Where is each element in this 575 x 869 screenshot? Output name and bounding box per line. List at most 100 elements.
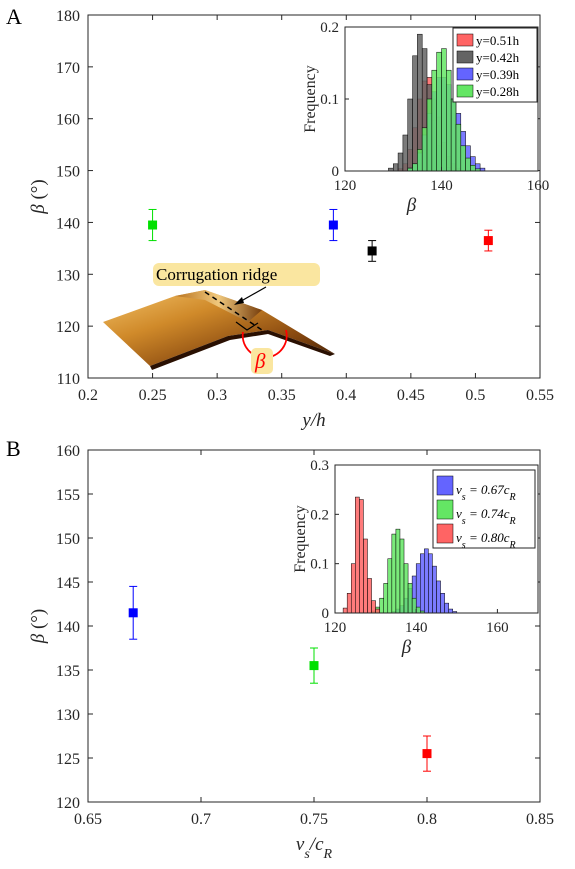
- a-legend-label: y=0.51h: [476, 33, 520, 48]
- corrugation-surface-image: [103, 290, 335, 370]
- corrugation-ridge-annotation: Corrugation ridge: [153, 263, 320, 305]
- a-x-tick-label: 0.2: [78, 387, 98, 404]
- a-hist-bar: [470, 164, 476, 172]
- a-inset-y-tick-label: 0.1: [320, 92, 339, 108]
- b-hist-bar: [403, 563, 409, 614]
- b-hist-bar: [350, 563, 356, 614]
- b-hist-bar: [420, 553, 425, 614]
- panel-a: A 0.2 0.25 0.3 0.35 0.4 0.45 0.5 0.55 110 120 130 1…: [6, 4, 554, 431]
- b-hist-bar: [346, 593, 352, 614]
- a-hist-bar: [450, 98, 457, 172]
- a-hist-bar: [455, 123, 462, 172]
- b-hist-bar: [436, 580, 441, 614]
- b-x-axis-label: vs/cR: [296, 834, 333, 862]
- a-y-tick-label: 180: [56, 8, 80, 25]
- a-y-tick-label: 160: [56, 112, 80, 129]
- b-x-tick-label: 0.7: [191, 811, 211, 828]
- b-y-tick-label: 135: [56, 663, 80, 680]
- b-hist-bar: [375, 608, 380, 614]
- b-x-tick-label: 0.65: [74, 811, 102, 828]
- a-hist-bar: [441, 48, 447, 172]
- b-hist-bar: [391, 533, 397, 614]
- a-legend-swatch: [456, 33, 474, 47]
- b-legend-swatch: [436, 475, 454, 496]
- a-legend-label: y=0.28h: [476, 84, 520, 99]
- a-legend-swatch: [456, 50, 474, 64]
- b-hist-bar: [363, 538, 368, 614]
- panel-label-b: B: [6, 436, 21, 461]
- a-hist-bar: [426, 98, 433, 172]
- b-hist-bar: [428, 553, 433, 614]
- a-x-tick-label: 0.25: [139, 387, 167, 404]
- b-x-tick-label: 0.75: [300, 811, 328, 828]
- b-y-axis-label: β (°): [28, 609, 49, 644]
- a-hist-bar: [460, 145, 466, 172]
- a-legend-label: y=0.42h: [476, 50, 520, 65]
- a-inset-y-tick-label: 0.2: [320, 20, 339, 36]
- b-hist-bar: [371, 600, 376, 614]
- b-hist-bar: [367, 578, 372, 614]
- a-hist-bar: [431, 69, 437, 172]
- a-y-tick-label: 140: [56, 215, 80, 232]
- a-hist-bar: [407, 98, 413, 172]
- b-inset-x-tick-label: 120: [324, 620, 347, 636]
- b-y-tick-label: 150: [56, 531, 80, 548]
- a-plot-frame: [87, 14, 541, 379]
- b-y-tick-label: 120: [56, 795, 80, 812]
- a-inset-x-tick-label: 160: [527, 178, 550, 194]
- b-hist-bar: [424, 548, 429, 614]
- b-y-tick-label: 160: [56, 443, 80, 460]
- a-hist-bar: [402, 134, 408, 172]
- b-data-point: [422, 749, 432, 759]
- a-x-tick-label: 0.5: [465, 387, 485, 404]
- a-data-point: [367, 246, 377, 256]
- b-hist-bar: [355, 496, 360, 614]
- a-legend-swatch: [456, 84, 474, 98]
- b-y-tick-label: 145: [56, 575, 80, 592]
- b-hist-bar: [379, 597, 384, 614]
- panel-b-inset-histogram: 120 140 160 0 0.1 0.2 0.3 β Frequency vs = 0.67cR…: [292, 458, 539, 658]
- b-hist-bar: [387, 558, 393, 614]
- b-hist-bar: [399, 538, 405, 614]
- a-hist-bar: [465, 157, 471, 172]
- annotation-corrugation-ridge: Corrugation ridge: [156, 265, 277, 284]
- panel-b: B 0.65 0.7 0.75 0.8 0.85 120 125 130 135 140 145 15…: [6, 436, 554, 862]
- a-hist-bar: [421, 127, 428, 172]
- b-hist-bar: [395, 528, 401, 614]
- b-legend-swatch: [436, 499, 454, 520]
- b-inset-x-axis-label: β: [401, 637, 412, 658]
- b-inset-x-tick-label: 140: [405, 620, 428, 636]
- b-hist-bar: [415, 563, 421, 614]
- b-y-tick-label: 140: [56, 619, 80, 636]
- panel-label-a: A: [6, 4, 22, 29]
- a-y-tick-label: 120: [56, 319, 80, 336]
- a-hist-bar: [417, 149, 423, 172]
- a-x-tick-label: 0.3: [207, 387, 227, 404]
- b-data-point: [128, 608, 138, 618]
- a-legend-label: y=0.39h: [476, 67, 520, 82]
- b-inset-frame: [334, 464, 539, 614]
- b-y-tick-label: 130: [56, 707, 80, 724]
- a-inset-x-tick-label: 120: [334, 178, 357, 194]
- a-hist-bar: [436, 51, 442, 172]
- a-x-tick-label: 0.55: [526, 387, 554, 404]
- panel-b-main-plot: 0.65 0.7 0.75 0.8 0.85 120 125 130 135 140 145 150 1…: [28, 443, 554, 862]
- b-hist-bar: [383, 583, 389, 614]
- b-hist-bar: [432, 565, 437, 614]
- b-hist-bar: [407, 583, 413, 614]
- b-hist-bar: [342, 607, 348, 614]
- a-data-point: [328, 220, 338, 230]
- b-inset-y-tick-label: 0.1: [310, 557, 329, 573]
- a-data-point: [148, 220, 158, 230]
- b-hist-bar: [359, 499, 364, 614]
- a-y-tick-label: 130: [56, 267, 80, 284]
- a-y-axis-label: β (°): [28, 179, 49, 214]
- angle-beta-label: β: [251, 348, 273, 374]
- b-hist-bar: [415, 606, 421, 614]
- a-inset-y-tick-label: 0: [332, 164, 340, 180]
- b-legend-label: vs = 0.67cR: [456, 482, 516, 503]
- a-legend-swatch: [456, 67, 474, 81]
- a-inset-x-axis-label: β: [406, 195, 417, 216]
- b-hist-bar: [440, 593, 445, 614]
